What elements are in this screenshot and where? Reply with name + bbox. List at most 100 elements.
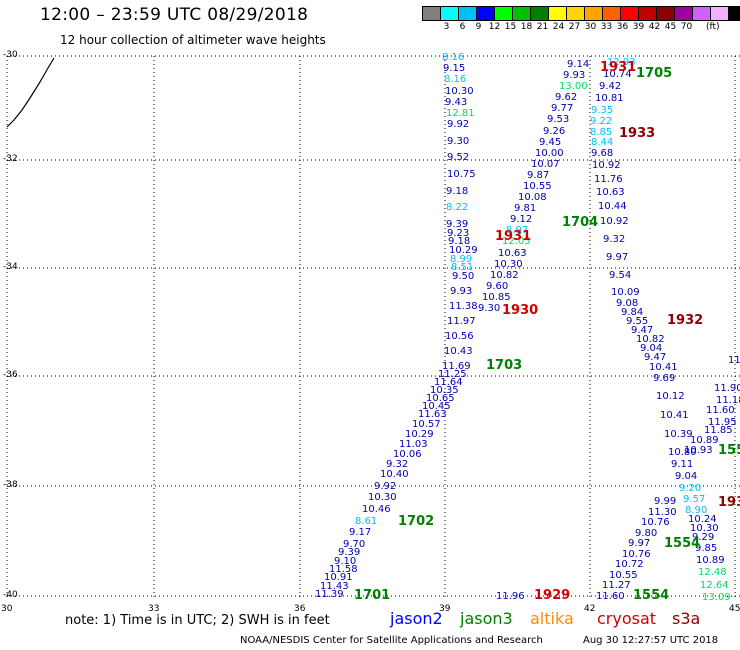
wave-height-value: 10.00	[535, 148, 564, 159]
wave-height-value: 10.30	[368, 492, 397, 503]
wave-height-value: 8.85	[590, 127, 613, 138]
wave-height-value: 9.14	[567, 59, 590, 70]
wave-height-value: 9.10	[334, 556, 357, 567]
wave-height-value: 10.80	[668, 447, 697, 458]
wave-height-value: 9.69	[653, 373, 676, 384]
satellite-legend-cryosat: cryosat	[597, 609, 657, 628]
wave-height-value: 8.97	[506, 225, 529, 236]
latitude-label: -30	[3, 50, 18, 60]
wave-height-value: 10.12	[656, 391, 685, 402]
latitude-label: -40	[3, 590, 18, 600]
satellite-legend-altika: altika	[530, 609, 574, 628]
wave-height-value: 9.47	[631, 325, 654, 336]
longitude-label: 45	[729, 604, 740, 614]
wave-height-value: 10.30	[690, 523, 719, 534]
wave-height-value: 10.07	[531, 159, 560, 170]
wave-height-value: 9.12	[510, 214, 533, 225]
scale-label: 27	[568, 22, 581, 32]
wave-height-value: 8.99	[450, 254, 473, 265]
wave-height-value: 11.58	[329, 564, 358, 575]
wave-height-value: 9.92	[447, 119, 470, 130]
pass-time-label: 1704	[562, 215, 599, 230]
longitude-label: 33	[148, 604, 160, 614]
wave-height-value: 9.62	[555, 92, 578, 103]
wave-height-value: 9.23	[447, 228, 470, 239]
wave-height-value: 10.09	[611, 287, 640, 298]
wave-height-value: 9.17	[349, 527, 372, 538]
wave-height-value: 10.76	[641, 517, 670, 528]
wave-height-value: 10.74	[603, 69, 632, 80]
wave-height-value: 8.22	[446, 202, 469, 213]
wave-height-value: 9.77	[551, 103, 574, 114]
wave-height-value: 10.44	[598, 201, 627, 212]
wave-height-value: 8.16	[442, 52, 465, 63]
wave-height-value: 9.42	[599, 81, 622, 92]
wave-height-value: 11.39	[315, 589, 344, 600]
scale-label: 42	[648, 22, 661, 32]
pass-time-label: 1705	[636, 66, 673, 81]
wave-height-value: 11.63	[418, 409, 447, 420]
wave-height-value: 11.25	[438, 369, 467, 380]
wave-height-value: 9.92	[374, 481, 397, 492]
latitude-label: -38	[3, 480, 18, 490]
pass-time-label: 1931	[495, 229, 532, 244]
scale-unit-label: (ft)	[706, 22, 720, 32]
pass-time-label: 1703	[486, 358, 523, 373]
wave-height-value: 11.03	[399, 439, 428, 450]
wave-height-value: 11.27	[602, 580, 631, 591]
wave-height-value: 11.85	[704, 425, 733, 436]
wave-height-value: 12.05	[502, 236, 531, 247]
wave-height-value: 10.91	[324, 572, 353, 583]
wave-height-value: 9.47	[644, 352, 667, 363]
wave-height-value: 9.29	[692, 532, 715, 543]
wave-height-value: 11.60	[706, 405, 735, 416]
wave-height-value: 9.99	[654, 496, 677, 507]
wave-height-value: 11.69	[442, 361, 471, 372]
wave-height-value: 11.43	[320, 581, 349, 592]
pass-time-label: 1930	[502, 303, 539, 318]
pass-time-label: 155	[718, 443, 740, 458]
longitude-label: 30	[1, 604, 13, 614]
wave-height-value: 10.06	[393, 449, 422, 460]
wave-height-value: 9.97	[606, 252, 629, 263]
wave-height-value: 11.90	[714, 383, 740, 394]
satellite-legend-jason3: jason3	[460, 609, 513, 628]
wave-height-value: 10.41	[649, 362, 678, 373]
wave-height-value: 10.57	[412, 419, 441, 430]
wave-height-value: 9.93	[563, 70, 586, 81]
pass-time-label: 1932	[667, 313, 704, 328]
wave-height-value: 8.16	[444, 74, 467, 85]
wave-height-value: 9.15	[443, 63, 466, 74]
wave-height-value: 9.04	[640, 343, 663, 354]
pass-time-label: 193	[718, 495, 740, 510]
wave-height-value: 9.32	[386, 459, 409, 470]
wave-height-value: 10.82	[490, 270, 519, 281]
wave-height-value: 10.85	[482, 292, 511, 303]
wave-height-value: 12.81	[446, 108, 475, 119]
wave-height-value: 9.26	[543, 126, 566, 137]
footer-note: note: 1) Time is in UTC; 2) SWH is in fe…	[65, 613, 330, 628]
wave-height-value: 8.90	[685, 505, 708, 516]
longitude-label: 39	[439, 604, 451, 614]
scale-label: 70	[680, 22, 693, 32]
wave-height-value: 10.24	[688, 514, 717, 525]
wave-height-value: 10.82	[636, 334, 665, 345]
latitude-label: -36	[3, 370, 18, 380]
wave-height-value: 10.92	[592, 160, 621, 171]
scale-label: 18	[520, 22, 533, 32]
longitude-label: 36	[294, 604, 306, 614]
wave-height-value: 12.48	[698, 567, 727, 578]
coastline	[6, 57, 55, 128]
satellite-legend-jason2: jason2	[390, 609, 443, 628]
latitude-label: -34	[3, 262, 18, 272]
wave-height-value: 9.84	[621, 307, 644, 318]
wave-height-value: 10.55	[523, 181, 552, 192]
wave-height-value: 9.04	[675, 471, 698, 482]
scale-label: 39	[632, 22, 645, 32]
wave-height-value: 10.41	[660, 410, 689, 421]
pass-time-label: 1929	[534, 588, 571, 603]
wave-height-value: 10.30	[445, 86, 474, 97]
wave-height-value: 9.35	[591, 105, 614, 116]
wave-height-value: 10.75	[447, 169, 476, 180]
wave-height-value: 11.76	[594, 174, 623, 185]
